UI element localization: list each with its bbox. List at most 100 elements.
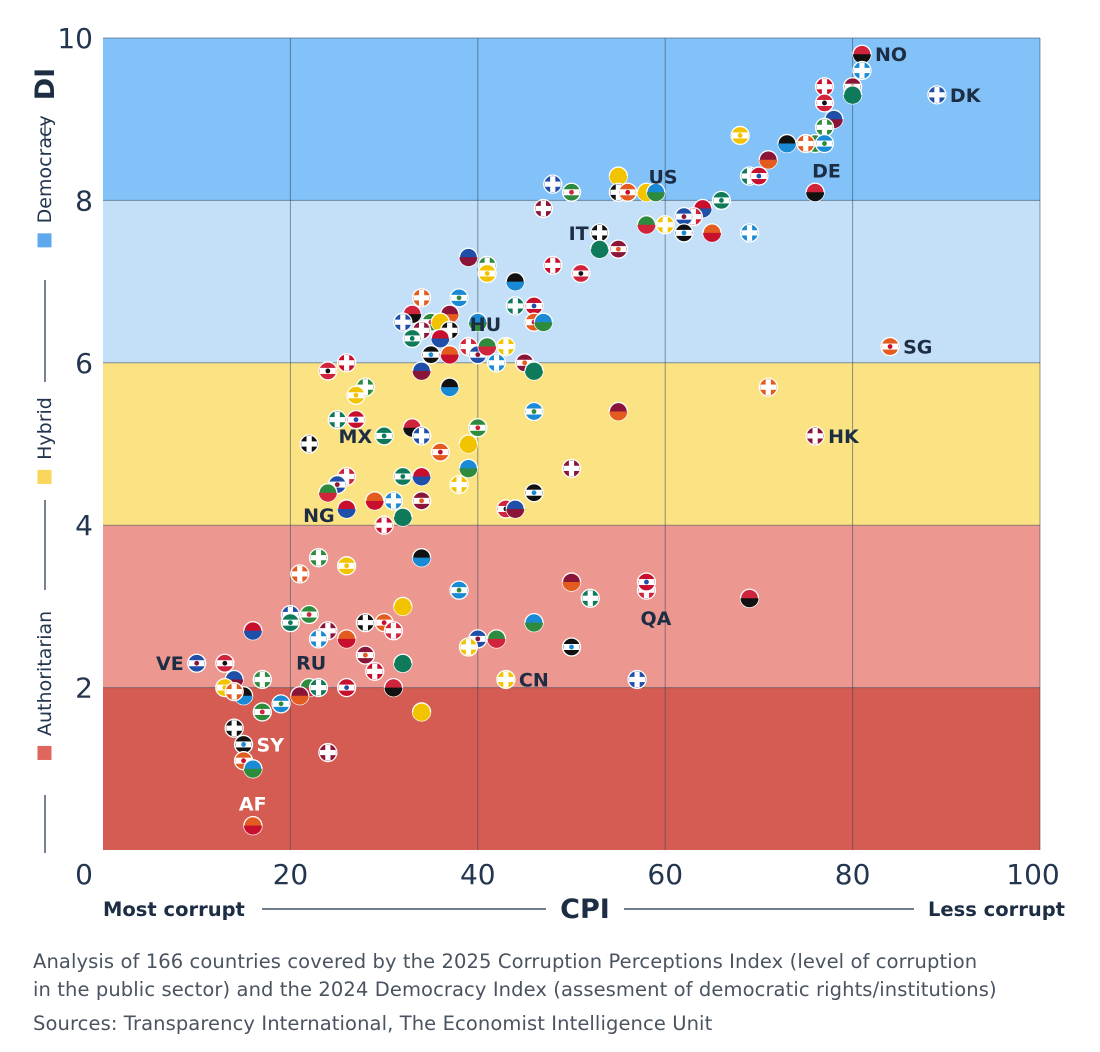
point-flag-stripe bbox=[440, 387, 459, 397]
data-point bbox=[477, 336, 497, 357]
data-point bbox=[411, 288, 432, 308]
data-point bbox=[365, 661, 385, 682]
legend-label-democracy: Democracy bbox=[34, 115, 56, 223]
point-flag-stripe bbox=[646, 192, 665, 202]
x-tick-label-2: 40 bbox=[460, 858, 496, 891]
point-flag-emblem bbox=[681, 214, 687, 220]
x-axis-title: CPI bbox=[560, 894, 610, 925]
data-point bbox=[365, 491, 385, 511]
data-point bbox=[814, 77, 835, 97]
data-point bbox=[561, 637, 582, 657]
point-flag-stripe bbox=[315, 549, 322, 566]
point-flag-stripe bbox=[759, 159, 778, 169]
data-point bbox=[290, 564, 310, 584]
point-label-qa: QA bbox=[640, 608, 671, 630]
point-flag-stripe bbox=[400, 314, 406, 331]
point-flag-stripe bbox=[525, 622, 544, 632]
point-flag-stripe bbox=[384, 687, 403, 697]
data-point bbox=[308, 677, 329, 698]
data-point bbox=[336, 629, 357, 649]
data-point bbox=[543, 174, 563, 194]
point-flag-emblem bbox=[344, 685, 350, 690]
point-flag-emblem bbox=[475, 636, 481, 642]
data-point bbox=[327, 409, 347, 430]
point-label-hu: HU bbox=[470, 314, 501, 336]
data-point-sy bbox=[233, 734, 254, 755]
point-label-hk: HK bbox=[828, 426, 860, 448]
legend-item-authoritarian: Authoritarian bbox=[34, 611, 56, 760]
data-point bbox=[468, 418, 488, 438]
point-flag-stripe bbox=[609, 411, 628, 421]
data-point bbox=[271, 694, 291, 714]
point-flag-stripe bbox=[418, 322, 425, 339]
data-point-no bbox=[852, 44, 872, 64]
legend-label-hybrid: Hybrid bbox=[34, 397, 56, 460]
data-point-af bbox=[243, 815, 263, 836]
point-flag-emblem bbox=[194, 660, 200, 666]
point-flag-stripe bbox=[447, 322, 453, 339]
point-flag-emblem bbox=[353, 392, 359, 398]
data-point bbox=[674, 206, 694, 227]
data-point bbox=[777, 133, 797, 154]
data-point bbox=[505, 499, 525, 519]
data-point bbox=[411, 426, 432, 446]
data-point bbox=[440, 345, 460, 365]
data-point bbox=[215, 653, 235, 673]
point-flag-stripe bbox=[456, 476, 462, 493]
point-flag-emblem bbox=[887, 344, 893, 349]
point-flag-stripe bbox=[525, 370, 544, 380]
data-point bbox=[702, 223, 722, 243]
point-flag-stripe bbox=[597, 224, 603, 241]
data-point bbox=[393, 507, 413, 527]
data-point bbox=[543, 255, 563, 276]
data-point bbox=[524, 612, 544, 633]
data-point bbox=[449, 288, 469, 308]
y-axis-title-group: DI bbox=[30, 68, 61, 100]
data-point bbox=[571, 263, 591, 284]
point-label-sy: SY bbox=[257, 734, 285, 756]
point-label-dk: DK bbox=[950, 85, 982, 107]
point-flag-stripe bbox=[487, 638, 506, 648]
point-flag-emblem bbox=[400, 474, 406, 479]
point-flag-stripe bbox=[934, 86, 940, 103]
point-flag-emblem bbox=[737, 133, 743, 138]
data-point bbox=[393, 466, 413, 487]
point-flag-stripe bbox=[344, 354, 350, 371]
legend-item-hybrid: Hybrid bbox=[34, 397, 56, 484]
data-point bbox=[336, 556, 357, 576]
point-flag-stripe bbox=[852, 54, 871, 64]
legend-label-authoritarian: Authoritarian bbox=[34, 611, 56, 736]
footnote-line-1: Analysis of 166 countries covered by the… bbox=[33, 950, 978, 973]
point-flag-stripe bbox=[765, 379, 771, 396]
point-flag-stripe bbox=[337, 638, 356, 648]
y-tick-label-0: 2 bbox=[75, 672, 93, 705]
point-flag-stripe bbox=[812, 427, 818, 444]
point-flag-emblem bbox=[344, 563, 350, 569]
data-point bbox=[505, 271, 525, 292]
point-flag-stripe bbox=[590, 249, 609, 259]
data-point bbox=[299, 604, 319, 625]
point-flag-stripe bbox=[431, 338, 450, 348]
point-flag-emblem bbox=[475, 352, 481, 358]
legend-swatch-authoritarian bbox=[37, 745, 52, 760]
data-point bbox=[402, 328, 422, 349]
point-flag-stripe bbox=[740, 598, 759, 608]
point-flag-stripe bbox=[550, 176, 556, 193]
point-flag-stripe bbox=[637, 224, 656, 234]
data-point bbox=[308, 629, 329, 649]
point-flag-stripe bbox=[503, 671, 509, 688]
point-flag-stripe bbox=[465, 338, 472, 355]
data-point bbox=[608, 166, 628, 186]
point-flag-emblem bbox=[822, 141, 827, 146]
point-label-mx: MX bbox=[339, 426, 373, 448]
point-flag-emblem bbox=[531, 490, 537, 496]
data-point bbox=[411, 361, 432, 381]
point-label-ng: NG bbox=[303, 505, 335, 527]
data-point bbox=[758, 150, 778, 170]
data-point bbox=[636, 572, 657, 592]
point-flag-stripe bbox=[859, 62, 865, 79]
point-label-ru: RU bbox=[296, 653, 326, 675]
data-point bbox=[336, 677, 357, 698]
data-point bbox=[290, 686, 310, 706]
